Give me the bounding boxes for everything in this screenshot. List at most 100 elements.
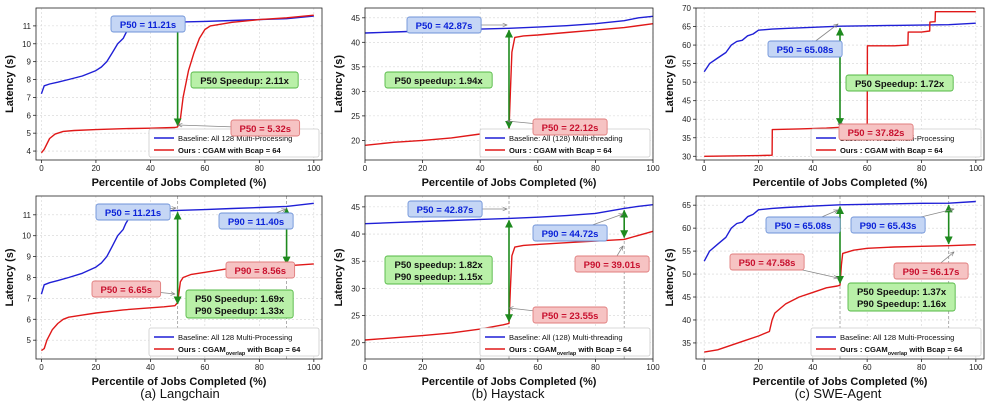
green-annotation-text: P90 Speedup: 1.33x <box>195 306 285 317</box>
x-tick-label: 20 <box>91 164 100 173</box>
y-tick-label: 9 <box>27 58 32 67</box>
green-annotation-text: P50 Speedup: 1.37x <box>857 287 947 298</box>
caption-swe-agent: (c) SWE-Agent <box>795 386 882 401</box>
x-tick-label: 60 <box>533 164 542 173</box>
y-tick-label: 50 <box>682 270 691 279</box>
y-tick-label: 35 <box>682 134 691 143</box>
x-tick-label: 60 <box>863 164 872 173</box>
red-annotation-box <box>532 118 608 136</box>
blue-annotation-box <box>767 40 843 58</box>
y-tick-label: 20 <box>351 136 360 145</box>
y-tick-label: 25 <box>351 112 360 121</box>
axes-frame <box>695 7 985 161</box>
legend-entry: Ours : CGAMoverlap with Bcap = 64 <box>840 345 963 357</box>
y-tick-label: 11 <box>23 22 32 31</box>
x-tick-label: 0 <box>702 164 707 173</box>
blue-annotation-text: P50 = 65.08s <box>777 45 834 56</box>
annotations: P50 = 42.87s P90 = 44.72s P90 = 39.01s P50 … <box>384 200 650 324</box>
green-annotation-box <box>847 282 956 312</box>
x-axis-label: Percentile of Jobs Completed (%) <box>92 177 267 189</box>
chart-panel-langchain-top: 0 20 40 60 80 100 4 5 6 7 8 9 10 11 Percentile of Jobs… <box>4 7 323 189</box>
y-tick-label: 10 <box>22 40 31 49</box>
x-tick-label: 40 <box>476 363 485 372</box>
y-tick-label: 60 <box>682 224 691 233</box>
caption-haystack: (b) Haystack <box>472 386 545 401</box>
x-axis-label: Percentile of Jobs Completed (%) <box>753 177 928 189</box>
annotations: P50 = 11.21s P90 = 11.40s P90 = 8.56s P50 =… <box>91 203 296 319</box>
red-annotation-box <box>91 280 162 298</box>
y-tick-label: 40 <box>351 230 360 239</box>
green-annotation-text: P50 Speedup: 1.69x <box>195 294 285 305</box>
y-tick-label: 6 <box>27 315 32 324</box>
blue-annotation-box <box>407 200 483 218</box>
legend-entry: Ours : CGAM with Bcap = 64 <box>509 146 613 155</box>
blue-annotation-box <box>850 216 926 234</box>
legend: Baseline: All (128) Multi-threading Ours … <box>479 327 651 357</box>
y-tick-label: 35 <box>351 257 360 266</box>
red-annotation-text: P90 = 39.01s <box>584 260 641 271</box>
x-tick-label: 60 <box>863 363 872 372</box>
green-annotation-text: P90 Speedup: 1.16x <box>857 299 947 310</box>
legend-entry: Baseline: All 128 Multi-Processing <box>840 333 954 342</box>
y-tick-label: 7 <box>27 93 32 102</box>
y-tick-label: 25 <box>351 312 360 321</box>
blue-annotation-text: P90 = 44.72s <box>542 229 599 240</box>
x-axis-label: Percentile of Jobs Completed (%) <box>422 376 597 388</box>
green-annotation-text: P50 speedup: 1.82x <box>394 260 483 271</box>
red-annotation-text: P50 = 23.55s <box>542 311 599 322</box>
ours-series-line <box>40 263 314 352</box>
x-tick-label: 40 <box>808 363 817 372</box>
y-tick-label: 11 <box>23 211 32 220</box>
x-tick-label: 0 <box>363 363 368 372</box>
y-tick-label: 45 <box>351 203 360 212</box>
y-tick-label: 60 <box>682 41 691 50</box>
x-tick-label: 100 <box>646 363 660 372</box>
baseline-series-line <box>364 204 654 225</box>
x-axis-label: Percentile of Jobs Completed (%) <box>92 376 267 388</box>
y-tick-label: 55 <box>682 60 691 69</box>
x-tick-label: 60 <box>200 363 209 372</box>
x-tick-label: 100 <box>307 363 321 372</box>
x-tick-label: 80 <box>917 363 926 372</box>
blue-annotation-text: P90 = 65.43s <box>860 221 917 232</box>
x-tick-label: 80 <box>591 164 600 173</box>
green-annotation-box <box>185 289 294 319</box>
legend-entry: Ours : CGAMoverlap with Bcap = 64 <box>509 345 632 357</box>
x-tick-label: 40 <box>808 164 817 173</box>
y-tick-label: 8 <box>27 76 32 85</box>
annotations: P50 = 11.21s P50 = 5.32s P50 Speedup: 2.11… <box>110 15 301 137</box>
y-axis-label: Latency (s) <box>333 55 345 113</box>
x-tick-label: 80 <box>255 363 264 372</box>
y-tick-label: 9 <box>27 253 32 262</box>
axes-frame <box>364 195 654 360</box>
legend-entry: Ours : CGAM with Bcap = 64 <box>178 146 282 155</box>
x-tick-label: 0 <box>702 363 707 372</box>
caption-langchain: (a) Langchain <box>140 386 220 401</box>
x-tick-label: 20 <box>91 363 100 372</box>
y-axis-label: Latency (s) <box>4 248 16 306</box>
legend-entry: Ours : CGAM with Bcap = 64 <box>840 146 944 155</box>
y-tick-label: 5 <box>27 336 32 345</box>
x-tick-label: 20 <box>754 164 763 173</box>
x-tick-label: 100 <box>969 164 983 173</box>
x-tick-label: 0 <box>39 363 44 372</box>
y-tick-label: 40 <box>682 316 691 325</box>
axes-frame <box>695 195 985 360</box>
y-tick-label: 65 <box>682 201 691 210</box>
blue-annotation-text: P50 = 42.87s <box>416 21 473 32</box>
red-annotation-box <box>574 255 650 273</box>
x-tick-label: 0 <box>39 164 44 173</box>
green-annotation-text: P50 Speedup: 1.72x <box>855 79 945 90</box>
red-annotation-box <box>532 306 608 324</box>
y-axis-label: Latency (s) <box>333 248 345 306</box>
legend-entry: Baseline: All 128 Multi-Processing <box>178 134 292 143</box>
y-tick-label: 4 <box>27 147 32 156</box>
x-tick-label: 100 <box>969 363 983 372</box>
annotations: P50 = 65.08s P50 = 37.82s P50 Speedup: 1.7… <box>767 24 954 141</box>
baseline-series-line <box>703 200 976 262</box>
y-tick-label: 70 <box>682 4 691 13</box>
baseline-series-line <box>703 22 976 73</box>
x-tick-label: 20 <box>418 363 427 372</box>
x-axis-label: Percentile of Jobs Completed (%) <box>753 376 928 388</box>
y-tick-label: 45 <box>682 293 691 302</box>
